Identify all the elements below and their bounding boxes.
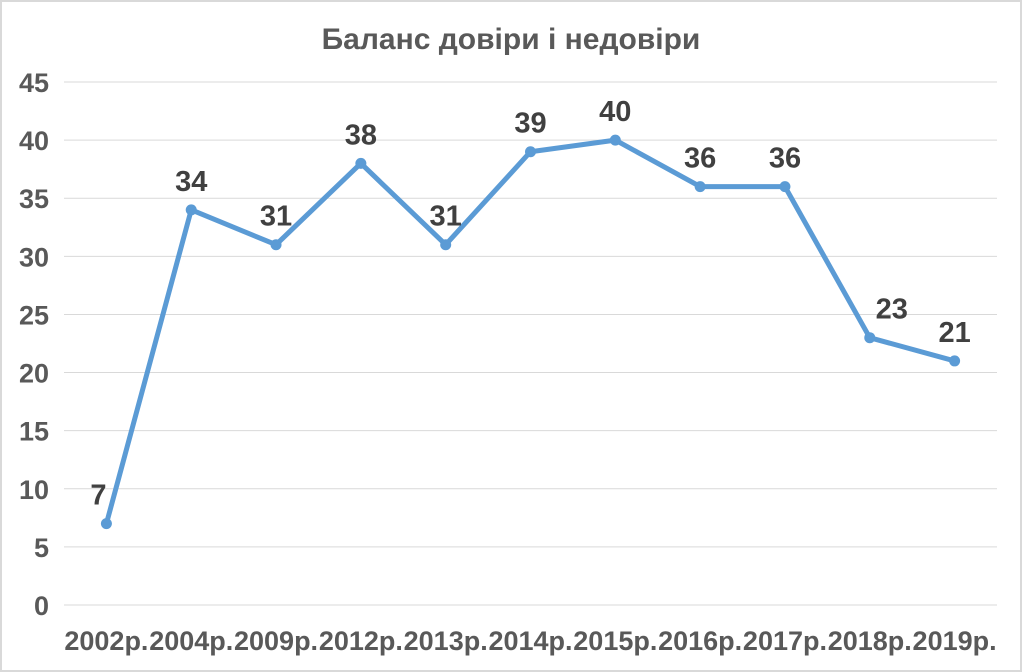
data-point-label: 40 — [599, 96, 631, 128]
x-axis-tick-label: 2004р. — [149, 626, 233, 656]
y-axis-tick-label: 45 — [19, 68, 49, 98]
data-point-marker — [100, 518, 112, 530]
data-point-label: 7 — [90, 480, 106, 512]
y-axis-tick-label: 15 — [19, 417, 49, 447]
y-axis-tick-label: 0 — [34, 591, 49, 621]
data-point-label: 31 — [430, 201, 462, 233]
y-axis-tick-label: 30 — [19, 242, 49, 272]
x-axis-tick-label: 2015р. — [573, 626, 657, 656]
y-axis-tick-label: 25 — [19, 300, 49, 330]
data-point-label: 21 — [938, 317, 970, 349]
y-axis-tick-label: 5 — [34, 533, 49, 563]
x-axis-tick-label: 2009р. — [234, 626, 318, 656]
data-point-label: 39 — [514, 108, 546, 140]
x-axis-tick-label: 2019р. — [913, 626, 997, 656]
x-axis-tick-label: 2002р. — [64, 626, 148, 656]
data-point-label: 34 — [175, 166, 207, 198]
x-axis-tick-label: 2018р. — [828, 626, 912, 656]
x-axis-tick-label: 2014р. — [488, 626, 572, 656]
data-point-label: 38 — [345, 119, 377, 151]
x-axis-tick-label: 2017р. — [743, 626, 827, 656]
y-axis-tick-label: 40 — [19, 126, 49, 156]
x-axis-tick-label: 2012р. — [319, 626, 403, 656]
data-point-marker — [270, 239, 282, 251]
data-point-marker — [779, 181, 791, 193]
y-axis-tick-label: 10 — [19, 475, 49, 505]
chart-title: Баланс довіри і недовіри — [321, 23, 701, 56]
data-point-marker — [949, 355, 961, 367]
data-point-label: 23 — [876, 294, 908, 326]
data-point-marker — [185, 204, 197, 216]
x-axis-tick-label: 2016р. — [658, 626, 742, 656]
y-axis-tick-label: 20 — [19, 359, 49, 389]
data-point-label: 36 — [684, 143, 716, 175]
data-point-marker — [864, 332, 876, 344]
y-axis-tick-label: 35 — [19, 184, 49, 214]
series-line — [103, 137, 958, 527]
x-axis-tick-label: 2013р. — [404, 626, 488, 656]
data-point-marker — [355, 157, 367, 169]
data-point-label: 36 — [769, 143, 801, 175]
data-point-marker — [694, 181, 706, 193]
data-point-marker — [440, 239, 452, 251]
data-point-marker — [525, 146, 536, 158]
data-point-label: 31 — [260, 201, 292, 233]
data-point-marker — [609, 134, 621, 146]
